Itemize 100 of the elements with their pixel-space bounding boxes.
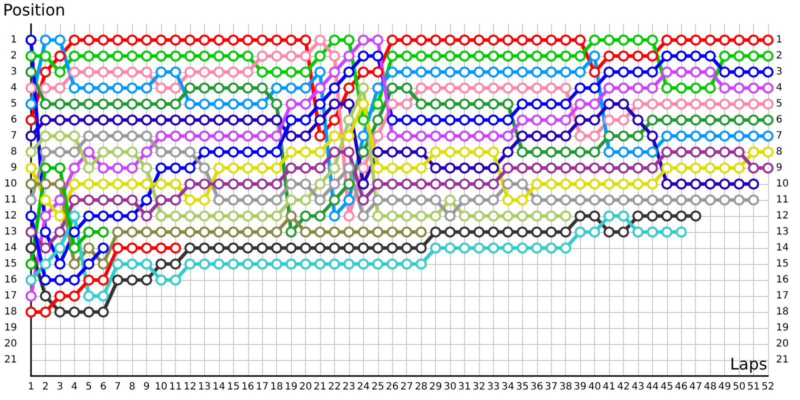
point	[156, 66, 167, 78]
point	[416, 178, 427, 190]
y2-tick-label: 18	[776, 306, 789, 318]
point	[242, 242, 254, 254]
point	[126, 194, 138, 206]
point	[271, 50, 282, 62]
point	[83, 162, 94, 174]
point	[126, 162, 138, 174]
point	[416, 226, 427, 238]
x-axis-title: Laps	[730, 354, 768, 374]
point	[98, 258, 109, 270]
point	[473, 162, 484, 174]
point	[54, 82, 66, 94]
point	[242, 258, 254, 270]
x-tick-label: 7	[114, 382, 121, 392]
point	[401, 242, 412, 254]
point	[372, 258, 384, 270]
point	[546, 114, 557, 126]
point	[228, 130, 239, 142]
x-tick-label: 49	[718, 382, 732, 392]
point	[386, 34, 398, 46]
x-tick-label: 48	[704, 382, 717, 392]
y2-tick-label: 19	[776, 322, 789, 334]
point	[112, 242, 124, 254]
point	[386, 194, 398, 206]
point	[213, 82, 224, 94]
point	[618, 34, 629, 46]
point	[430, 242, 442, 254]
point	[98, 226, 109, 238]
point	[328, 242, 340, 254]
point	[430, 178, 442, 190]
x-tick-label: 38	[559, 382, 572, 392]
point	[256, 98, 268, 110]
point	[68, 66, 80, 78]
point	[242, 98, 254, 110]
point	[372, 114, 384, 126]
point	[473, 194, 484, 206]
point	[256, 34, 268, 46]
point	[704, 98, 716, 110]
point	[646, 50, 658, 62]
point	[748, 194, 760, 206]
point	[574, 162, 586, 174]
x-tick-label: 10	[154, 382, 168, 392]
point	[228, 226, 239, 238]
point	[531, 82, 542, 94]
point	[271, 242, 282, 254]
point	[618, 178, 629, 190]
point	[213, 34, 224, 46]
point	[516, 210, 528, 222]
point	[198, 50, 210, 62]
point	[141, 162, 152, 174]
point	[762, 114, 774, 126]
point	[734, 34, 745, 46]
point	[734, 98, 745, 110]
point	[401, 226, 412, 238]
point	[98, 82, 109, 94]
point	[83, 82, 94, 94]
point	[604, 98, 615, 110]
point	[488, 162, 499, 174]
point	[444, 226, 456, 238]
point	[112, 130, 124, 142]
point	[26, 178, 36, 190]
point	[574, 82, 586, 94]
point	[661, 98, 672, 110]
point	[271, 146, 282, 158]
point	[386, 242, 398, 254]
point	[141, 210, 152, 222]
point	[502, 226, 514, 238]
point	[416, 258, 427, 270]
point	[401, 162, 412, 174]
point	[26, 274, 36, 286]
point	[156, 178, 167, 190]
point	[444, 50, 456, 62]
point	[98, 130, 109, 142]
point	[271, 210, 282, 222]
point	[156, 226, 167, 238]
point	[748, 178, 760, 190]
point	[618, 146, 629, 158]
point	[502, 210, 514, 222]
point	[184, 34, 196, 46]
point	[502, 50, 514, 62]
point	[156, 258, 167, 270]
point	[170, 210, 182, 222]
point	[271, 114, 282, 126]
x-tick-label: 33	[487, 382, 500, 392]
point	[372, 130, 384, 142]
point	[473, 114, 484, 126]
point	[488, 130, 499, 142]
point	[646, 210, 658, 222]
point	[271, 82, 282, 94]
point	[184, 82, 196, 94]
x-tick-label: 2	[42, 382, 49, 392]
point	[228, 162, 239, 174]
point	[112, 82, 124, 94]
point	[546, 162, 557, 174]
point	[488, 146, 499, 158]
point	[604, 178, 615, 190]
point	[704, 114, 716, 126]
point	[372, 146, 384, 158]
x-tick-label: 24	[357, 382, 370, 392]
